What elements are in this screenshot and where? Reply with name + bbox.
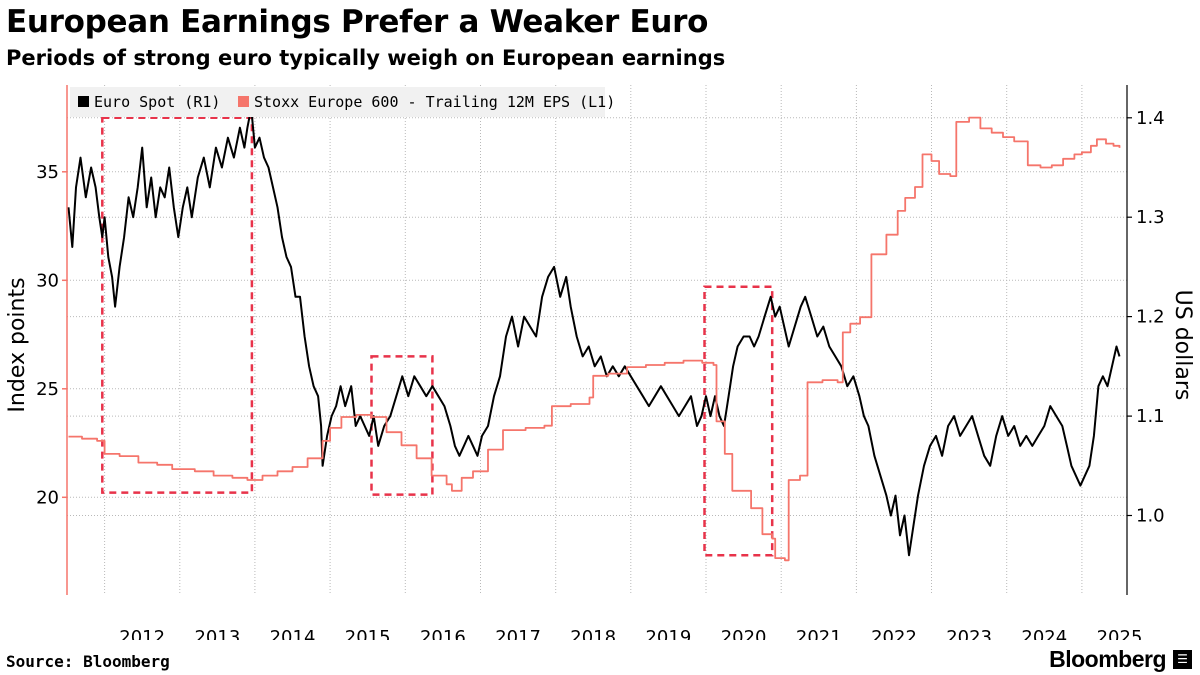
- x-axis-tick-label: 2018: [570, 627, 616, 640]
- left-axis-tick-label: 25: [36, 379, 59, 400]
- series-line-euro-spot: [67, 106, 1121, 557]
- gridlines: [67, 85, 1127, 595]
- legend-box: [70, 87, 605, 117]
- chart-title: European Earnings Prefer a Weaker Euro: [6, 4, 709, 40]
- right-axis-tick-label: 1.3: [1136, 207, 1165, 228]
- x-axis-tick-label: 2016: [420, 627, 466, 640]
- legend-label-euro-spot: Euro Spot (R1): [94, 93, 220, 111]
- left-axis-tick-label: 20: [36, 487, 59, 508]
- legend: Euro Spot (R1) Stoxx Europe 600 - Trailin…: [70, 87, 615, 117]
- x-axis-tick-label: 2015: [345, 627, 391, 640]
- legend-swatch-euro-spot: [78, 96, 89, 107]
- legend-label-stoxx-eps: Stoxx Europe 600 - Trailing 12M EPS (L1): [254, 93, 615, 111]
- x-axis-tick-label: 2013: [194, 627, 240, 640]
- right-axis-tick-label: 1.0: [1136, 506, 1165, 527]
- x-axis-tick-label: 2025: [1097, 627, 1143, 640]
- x-axis-tick-label: 2024: [1021, 627, 1067, 640]
- x-axis-tick-label: 2020: [721, 627, 767, 640]
- right-axis-tick-label: 1.4: [1136, 108, 1165, 129]
- left-axis-title: Index points: [5, 277, 30, 412]
- bloomberg-logo: Bloomberg: [1049, 646, 1166, 672]
- right-axis-title: US dollars: [1170, 290, 1195, 401]
- highlight-box-1: [101, 116, 254, 494]
- legend-swatch-stoxx-eps: [238, 96, 249, 107]
- x-axis-tick-label: 2019: [645, 627, 691, 640]
- source-note: Source: Bloomberg: [6, 652, 170, 671]
- left-axis-tick-label: 30: [36, 270, 59, 291]
- x-axis-tick-label: 2023: [946, 627, 992, 640]
- x-axis-tick-label: 2012: [119, 627, 165, 640]
- left-axis-tick-label: 35: [36, 162, 59, 183]
- x-axis-tick-label: 2014: [270, 627, 316, 640]
- chart-subtitle: Periods of strong euro typically weigh o…: [6, 46, 726, 70]
- highlight-boxes: [101, 116, 774, 557]
- x-axis-tick-label: 2017: [495, 627, 541, 640]
- right-axis-tick-label: 1.2: [1136, 307, 1165, 328]
- series-lines: [67, 106, 1121, 562]
- series-line-stoxx-eps: [68, 116, 1121, 562]
- x-axis-tick-label: 2022: [871, 627, 917, 640]
- x-axis-tick-label: 2021: [796, 627, 842, 640]
- bloomberg-badge-icon: ☰: [1173, 650, 1192, 669]
- right-axis-tick-label: 1.1: [1136, 406, 1165, 427]
